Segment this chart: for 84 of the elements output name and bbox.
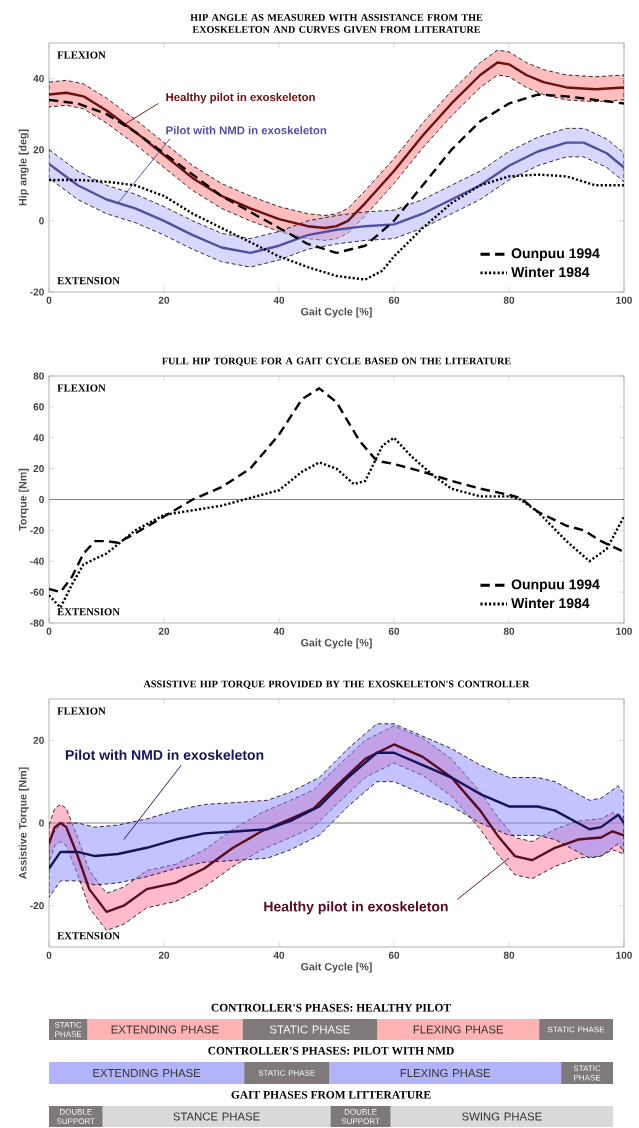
annotation: FLEXION: [57, 51, 106, 59]
y-tick-label: -20: [30, 526, 44, 534]
x-tick-label: 60: [388, 296, 400, 304]
x-tick-label: 20: [158, 627, 170, 635]
series-label: STATIC PHASE: [269, 1025, 350, 1034]
y-tick-label: 0: [39, 819, 44, 827]
y-tick-label: 0: [39, 495, 44, 504]
x-tick-label: 60: [388, 951, 400, 959]
x-tick-label: 80: [503, 951, 515, 959]
y-tick-label: 20: [33, 146, 44, 154]
y-tick-label: -60: [30, 588, 44, 596]
chart-title: ASSISTIVE HIP TORQUE PROVIDED BY THE EXOSKELETON'S CONTROLLER: [143, 680, 530, 689]
x-tick-label: 100: [616, 951, 632, 959]
y-axis-title: Hip angle [deg]: [18, 129, 29, 206]
text: Healthy pilot in exoskeleton: [264, 901, 448, 915]
y-tick-label: -20: [30, 902, 44, 910]
y-tick-label: 20: [33, 736, 44, 744]
series-label: FLEXING PHASE: [413, 1025, 504, 1034]
x-axis-title: Gait Cycle [%]: [301, 962, 372, 973]
bar: [87, 1019, 243, 1040]
bar: [244, 1062, 330, 1084]
y-axis-title: Assistive Torque [Nm]: [18, 767, 29, 879]
text: Pilot with NMD in exoskeleton: [166, 125, 327, 135]
x-tick-label: 80: [503, 296, 515, 304]
legend-label: Winter 1984: [511, 597, 590, 609]
series-label: STATIC PHASE: [258, 1070, 315, 1076]
y-axis-title: Torque [Nm]: [18, 468, 29, 531]
y-tick-label: 80: [33, 372, 44, 380]
series-label: STATIC PHASE: [547, 1026, 605, 1033]
series-label: STATIC PHASE: [54, 1022, 82, 1037]
x-axis-title: Gait Cycle [%]: [301, 307, 372, 318]
series-label: EXTENDING PHASE: [111, 1025, 219, 1034]
x-tick-label: 60: [388, 627, 400, 635]
bar: [242, 1019, 378, 1040]
text: Pilot with NMD in exoskeleton: [65, 749, 264, 760]
bar: [390, 1106, 614, 1127]
x-tick-label: 20: [158, 951, 170, 959]
chart-title: GAIT PHASES FROM LITTERATURE: [231, 1090, 431, 1099]
legend-label: Ounpuu 1994: [511, 579, 600, 593]
x-tick-label: 100: [616, 627, 632, 635]
bar: [561, 1062, 614, 1084]
bar: [329, 1062, 562, 1084]
y-tick-label: 60: [33, 403, 44, 411]
x-tick-label: 0: [46, 627, 52, 635]
annotation: FLEXION: [57, 384, 106, 392]
x-tick-label: 100: [616, 296, 632, 304]
chart-title: CONTROLLER'S PHASES: HEALTHY PILOT: [211, 1003, 451, 1012]
series-label: FLEXING PHASE: [400, 1069, 491, 1078]
x-tick-label: 80: [503, 627, 515, 635]
x-tick-label: 40: [273, 951, 285, 959]
x-tick-label: 40: [273, 296, 285, 304]
chart-title: FULL HIP TORQUE FOR A GAIT CYCLE BASED ON THE LITERATURE: [162, 357, 511, 366]
series-label: STANCE PHASE: [173, 1112, 260, 1121]
chart-title: HIP ANGLE AS MEASURED WITH ASSISTANCE FROM THE EXOSKELETON AND CURVES GIVEN FROM LITERATURE: [190, 14, 483, 33]
annotation: EXTENSION: [57, 932, 120, 940]
series-label: DOUBLE SUPPORT: [56, 1109, 95, 1124]
series-label: STATIC PHASE: [573, 1065, 601, 1081]
legend-label: Winter 1984: [511, 266, 590, 278]
annotation: EXTENSION: [57, 277, 120, 285]
bar: [377, 1019, 540, 1040]
text: Healthy pilot in exoskeleton: [166, 92, 315, 104]
y-tick-label: 40: [33, 434, 44, 442]
bar: [539, 1019, 614, 1040]
x-tick-label: 0: [46, 951, 52, 959]
x-tick-label: 40: [273, 627, 285, 635]
bar: [49, 1062, 245, 1084]
y-tick-label: -40: [30, 557, 44, 565]
series-label: SWING PHASE: [462, 1112, 542, 1121]
series-label: EXTENDING PHASE: [93, 1069, 201, 1078]
bar: [102, 1106, 331, 1127]
y-tick-label: 40: [33, 75, 44, 83]
annotation: FLEXION: [57, 707, 106, 715]
series-label: DOUBLE SUPPORT: [341, 1109, 380, 1124]
line-series: [49, 743, 625, 914]
y-tick-label: -80: [30, 619, 44, 627]
x-axis-title: Gait Cycle [%]: [301, 638, 372, 649]
y-tick-label: 0: [39, 217, 44, 225]
legend-label: Ounpuu 1994: [511, 248, 600, 262]
y-tick-label: -20: [30, 288, 44, 296]
y-tick-label: 20: [33, 465, 44, 473]
annotation: EXTENSION: [57, 608, 120, 616]
x-tick-label: 0: [46, 296, 52, 304]
x-tick-label: 20: [158, 296, 170, 304]
chart-title: CONTROLLER'S PHASES: PILOT WITH NMD: [208, 1046, 454, 1055]
